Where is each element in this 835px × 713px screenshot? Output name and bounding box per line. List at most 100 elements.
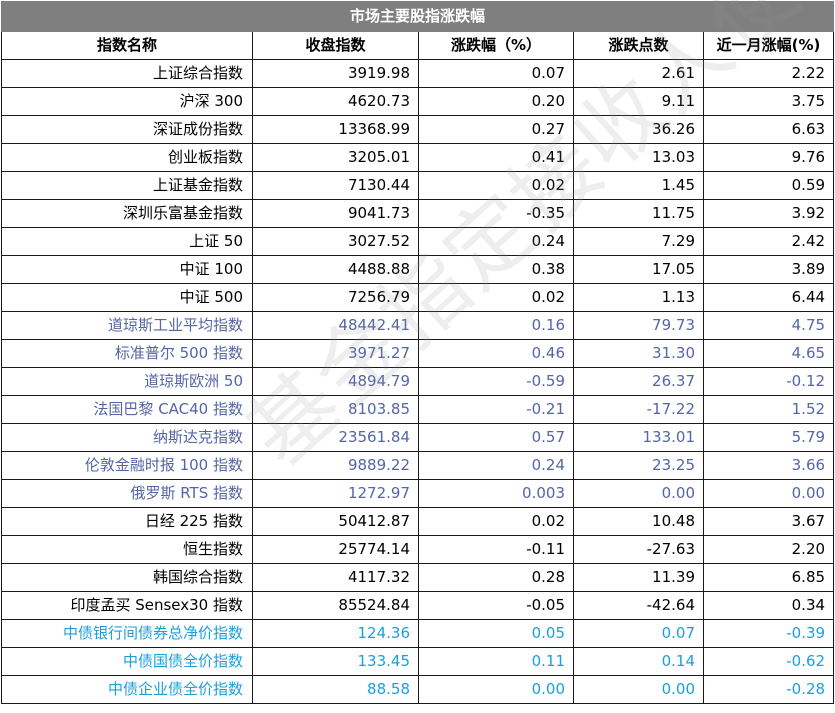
- cell-change-points: 11.75: [573, 199, 704, 228]
- cell-change-points: 36.26: [573, 115, 704, 144]
- cell-month-change: 2.42: [702, 227, 835, 256]
- cell-month-change: 4.75: [702, 311, 835, 340]
- cell-index-name: 恒生指数: [1, 535, 253, 564]
- table-row: 中债企业债全价指数 88.58 0.00 0.00 -0.28: [1, 675, 835, 704]
- cell-change-pct: 0.07: [418, 59, 574, 88]
- cell-index-name: 沪深 300: [1, 87, 253, 116]
- cell-change-pct: -0.11: [418, 535, 574, 564]
- table-row: 上证基金指数 7130.44 0.02 1.45 0.59: [1, 171, 835, 200]
- cell-change-points: 0.00: [573, 479, 704, 508]
- cell-close: 85524.84: [252, 591, 419, 620]
- cell-index-name: 上证综合指数: [1, 59, 253, 88]
- cell-change-pct: 0.27: [418, 115, 574, 144]
- cell-index-name: 上证 50: [1, 227, 253, 256]
- cell-change-pct: 0.28: [418, 563, 574, 592]
- cell-close: 50412.87: [252, 507, 419, 536]
- table-row: 印度孟买 Sensex30 指数 85524.84 -0.05 -42.64 0.34: [1, 591, 835, 620]
- cell-month-change: 6.44: [702, 283, 835, 312]
- cell-close: 88.58: [252, 675, 419, 704]
- table-row: 沪深 300 4620.73 0.20 9.11 3.75: [1, 87, 835, 116]
- cell-change-points: 2.61: [573, 59, 704, 88]
- cell-month-change: -0.12: [702, 367, 835, 396]
- cell-change-points: -42.64: [573, 591, 704, 620]
- table-row: 创业板指数 3205.01 0.41 13.03 9.76: [1, 143, 835, 172]
- cell-change-points: 23.25: [573, 451, 704, 480]
- cell-change-pct: 0.02: [418, 283, 574, 312]
- table-row: 道琼斯欧洲 50 4894.79 -0.59 26.37 -0.12: [1, 367, 835, 396]
- cell-index-name: 上证基金指数: [1, 171, 253, 200]
- cell-close: 4488.88: [252, 255, 419, 284]
- table-header-row: 指数名称 收盘指数 涨跌幅（%） 涨跌点数 近一月涨幅(%): [1, 31, 835, 60]
- cell-change-points: 1.13: [573, 283, 704, 312]
- cell-change-pct: -0.05: [418, 591, 574, 620]
- cell-close: 8103.85: [252, 395, 419, 424]
- cell-change-pct: 0.38: [418, 255, 574, 284]
- cell-close: 4894.79: [252, 367, 419, 396]
- cell-change-pct: 0.41: [418, 143, 574, 172]
- cell-month-change: 3.89: [702, 255, 835, 284]
- header-change-points: 涨跌点数: [573, 31, 704, 60]
- cell-change-points: 0.07: [573, 619, 704, 648]
- cell-close: 48442.41: [252, 311, 419, 340]
- cell-change-pct: 0.02: [418, 171, 574, 200]
- table-row: 中证 500 7256.79 0.02 1.13 6.44: [1, 283, 835, 312]
- cell-change-pct: 0.003: [418, 479, 574, 508]
- cell-close: 124.36: [252, 619, 419, 648]
- cell-month-change: 1.52: [702, 395, 835, 424]
- table-row: 中证 100 4488.88 0.38 17.05 3.89: [1, 255, 835, 284]
- cell-index-name: 中债银行间债券总净价指数: [1, 619, 253, 648]
- table-row: 上证综合指数 3919.98 0.07 2.61 2.22: [1, 59, 835, 88]
- cell-change-pct: 0.00: [418, 675, 574, 704]
- cell-month-change: 2.22: [702, 59, 835, 88]
- cell-index-name: 印度孟买 Sensex30 指数: [1, 591, 253, 620]
- cell-index-name: 中证 100: [1, 255, 253, 284]
- cell-month-change: 2.20: [702, 535, 835, 564]
- cell-month-change: -0.62: [702, 647, 835, 676]
- cell-month-change: 4.65: [702, 339, 835, 368]
- cell-index-name: 标准普尔 500 指数: [1, 339, 253, 368]
- cell-index-name: 深圳乐富基金指数: [1, 199, 253, 228]
- cell-close: 7130.44: [252, 171, 419, 200]
- cell-change-pct: 0.20: [418, 87, 574, 116]
- cell-close: 133.45: [252, 647, 419, 676]
- cell-month-change: 3.67: [702, 507, 835, 536]
- cell-change-points: 11.39: [573, 563, 704, 592]
- cell-month-change: 6.63: [702, 115, 835, 144]
- cell-index-name: 俄罗斯 RTS 指数: [1, 479, 253, 508]
- table-row: 上证 50 3027.52 0.24 7.29 2.42: [1, 227, 835, 256]
- cell-month-change: -0.39: [702, 619, 835, 648]
- cell-change-points: 31.30: [573, 339, 704, 368]
- table-row: 法国巴黎 CAC40 指数 8103.85 -0.21 -17.22 1.52: [1, 395, 835, 424]
- cell-change-pct: 0.11: [418, 647, 574, 676]
- cell-index-name: 日经 225 指数: [1, 507, 253, 536]
- table-row: 中债银行间债券总净价指数 124.36 0.05 0.07 -0.39: [1, 619, 835, 648]
- table-row: 伦敦金融时报 100 指数 9889.22 0.24 23.25 3.66: [1, 451, 835, 480]
- cell-index-name: 中证 500: [1, 283, 253, 312]
- cell-close: 23561.84: [252, 423, 419, 452]
- cell-close: 4620.73: [252, 87, 419, 116]
- cell-index-name: 创业板指数: [1, 143, 253, 172]
- cell-change-points: 17.05: [573, 255, 704, 284]
- cell-change-points: 7.29: [573, 227, 704, 256]
- cell-change-points: 133.01: [573, 423, 704, 452]
- header-close: 收盘指数: [252, 31, 419, 60]
- cell-change-pct: 0.24: [418, 227, 574, 256]
- cell-close: 9041.73: [252, 199, 419, 228]
- cell-index-name: 纳斯达克指数: [1, 423, 253, 452]
- cell-month-change: -0.28: [702, 675, 835, 704]
- cell-change-points: 26.37: [573, 367, 704, 396]
- cell-change-pct: -0.35: [418, 199, 574, 228]
- cell-month-change: 3.66: [702, 451, 835, 480]
- table-row: 中债国债全价指数 133.45 0.11 0.14 -0.62: [1, 647, 835, 676]
- cell-index-name: 深证成份指数: [1, 115, 253, 144]
- table-title-row: 市场主要股指涨跌幅: [0, 1, 835, 32]
- table-row: 纳斯达克指数 23561.84 0.57 133.01 5.79: [1, 423, 835, 452]
- cell-change-points: 13.03: [573, 143, 704, 172]
- cell-index-name: 韩国综合指数: [1, 563, 253, 592]
- cell-change-points: 79.73: [573, 311, 704, 340]
- cell-change-points: -27.63: [573, 535, 704, 564]
- table-row: 深证成份指数 13368.99 0.27 36.26 6.63: [1, 115, 835, 144]
- cell-index-name: 法国巴黎 CAC40 指数: [1, 395, 253, 424]
- cell-change-pct: -0.59: [418, 367, 574, 396]
